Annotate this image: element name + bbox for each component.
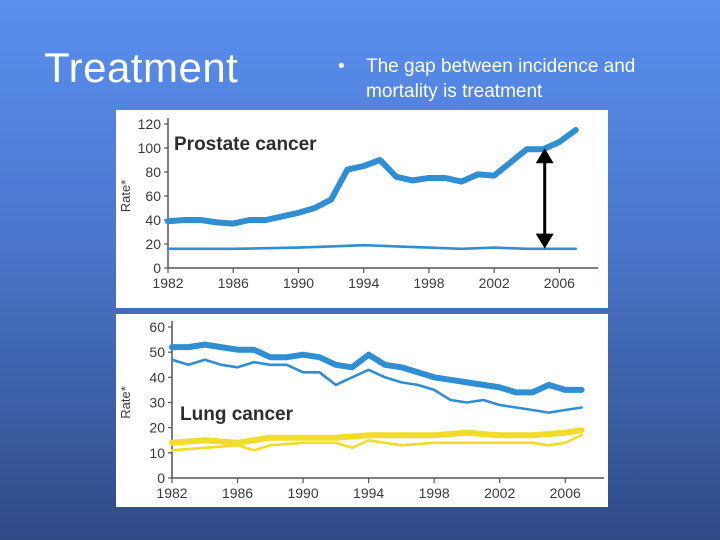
chart-1-y-axis-label: Rate* (118, 386, 133, 419)
chart-0-chart-title: Prostate cancer (174, 134, 317, 155)
bullet-point: • The gap between incidence and mortalit… (338, 54, 678, 104)
chart-1-x-tick-label: 1994 (353, 485, 384, 501)
lung-chart-panel: 0 10 20 30 40 50 60 1982 1986 1990 1994 1998 2002 200… (116, 314, 608, 507)
chart-1-x-tick-label: 1986 (222, 485, 253, 501)
chart-0-y-tick-label: 40 (145, 212, 161, 228)
chart-0-y-tick-label: 20 (145, 236, 161, 252)
chart-0-x-tick-label: 1990 (283, 275, 314, 291)
chart-1-series-female-mortality (170, 433, 583, 452)
chart-0-y-axis-label: Rate* (118, 180, 133, 213)
chart-1-x-tick-label: 1990 (287, 485, 318, 501)
chart-0-y-tick-label: 100 (138, 140, 162, 156)
chart-0-y-tick-label: 120 (138, 116, 162, 132)
chart-1-series-male-mortality (170, 358, 583, 414)
chart-0-x-tick-label: 1994 (348, 275, 379, 291)
chart-0-series-incidence (165, 127, 579, 227)
chart-0-x-tick-label: 2002 (479, 275, 510, 291)
chart-0-x-tick-label: 1986 (218, 275, 249, 291)
gap-arrow-head-up (535, 148, 554, 164)
chart-1-y-tick-label: 60 (149, 319, 165, 335)
chart-0-y-tick-label: 80 (145, 164, 161, 180)
chart-0-series-mortality (166, 243, 578, 251)
chart-1-y-tick-label: 50 (149, 344, 165, 360)
chart-1-y-tick-label: 0 (157, 470, 165, 486)
chart-1-x-tick-label: 2002 (484, 485, 515, 501)
chart-1-y-tick-label: 40 (149, 369, 165, 385)
chart-0-x-tick-label: 1982 (152, 275, 183, 291)
slide-title: Treatment (44, 44, 239, 91)
chart-1-y-tick-label: 30 (149, 395, 165, 411)
prostate-cancer-chart: 0 20 40 60 80 100 120 1982 1986 1990 1994 1998 2002 2… (118, 116, 598, 291)
chart-1-chart-title: Lung cancer (180, 404, 294, 425)
bullet-text: The gap between incidence and mortality … (366, 56, 636, 102)
chart-1-x-tick-label: 1998 (419, 485, 450, 501)
prostate-chart-panel: 0 20 40 60 80 100 120 1982 1986 1990 1994 1998 2002 2… (116, 110, 608, 308)
chart-0-y-tick-label: 60 (145, 188, 161, 204)
chart-1-x-tick-label: 1982 (156, 485, 187, 501)
gap-arrow-head-down (535, 233, 554, 249)
chart-1-y-tick-label: 20 (149, 420, 165, 436)
chart-1-series-female-incidence (169, 427, 585, 446)
chart-1-x-tick-label: 2006 (550, 485, 581, 501)
bullet-marker: • (338, 56, 345, 77)
chart-1-series-male-incidence (169, 341, 585, 396)
chart-1-y-tick-label: 10 (149, 445, 165, 461)
chart-0-y-tick-label: 0 (153, 260, 161, 276)
chart-0-x-tick-label: 2006 (544, 275, 575, 291)
lung-cancer-chart: 0 10 20 30 40 50 60 1982 1986 1990 1994 1998 2002 200… (118, 319, 604, 501)
chart-0-x-tick-label: 1998 (413, 275, 444, 291)
